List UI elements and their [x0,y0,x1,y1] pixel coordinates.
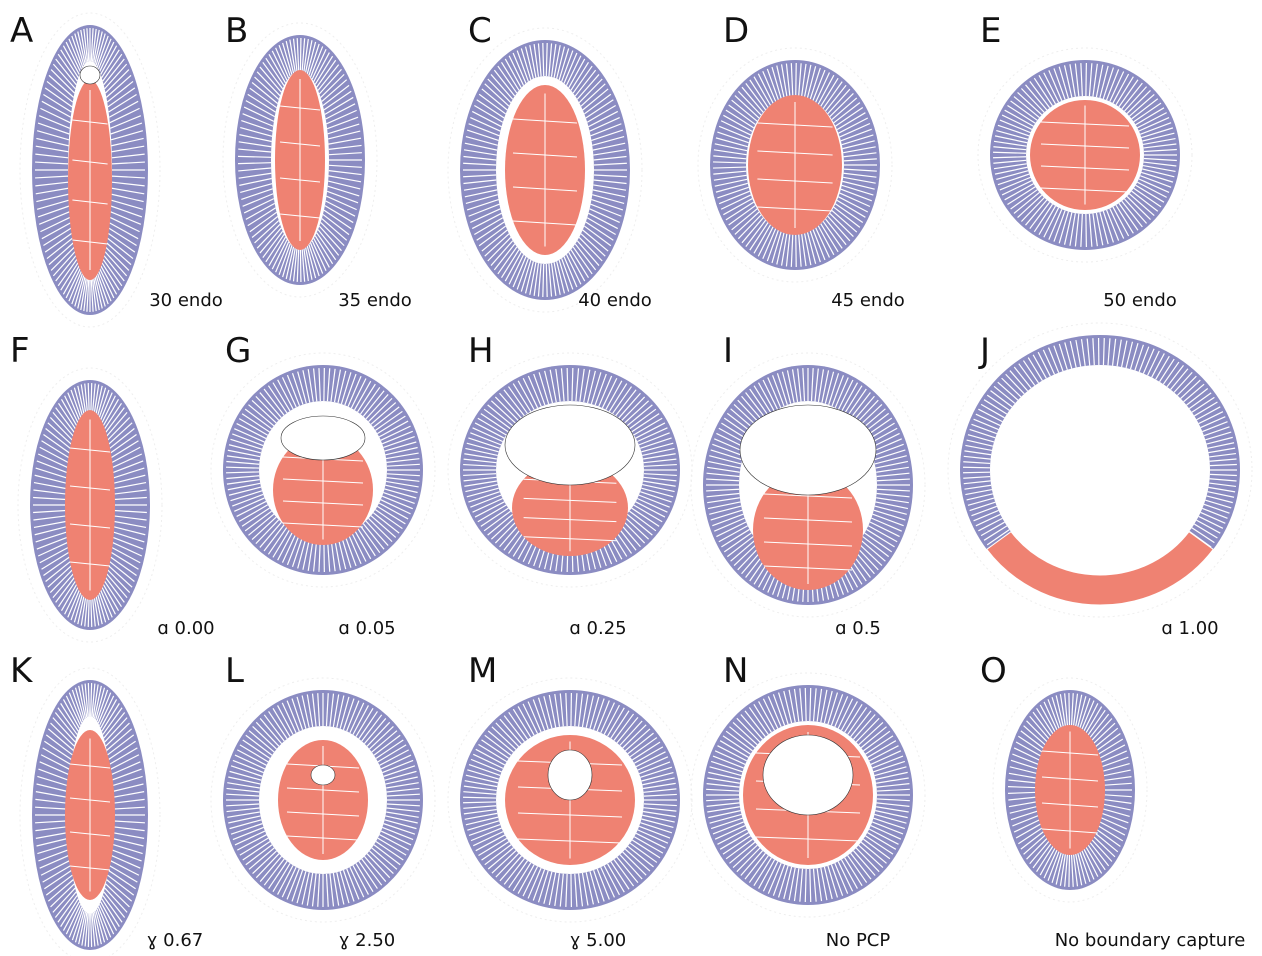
panel-letter: G [225,331,251,371]
panel-letter: M [468,651,497,691]
embryo-panel [993,678,1147,902]
embryo-panel [448,28,642,312]
panel-caption: ɑ 0.05 [338,618,395,639]
embryo-panel [448,353,692,587]
panel-letter: I [723,331,733,371]
embryo-panel [698,48,892,282]
panel-caption: 50 endo [1103,290,1177,311]
cell-boundary [963,467,990,468]
embryo-panel [691,673,925,917]
panel-letter: K [10,651,34,691]
embryo-panel [978,48,1192,262]
panel-letter: N [723,651,748,691]
embryo-panel [211,353,435,587]
panel-caption: 30 endo [149,290,223,311]
panel-letter: C [468,11,492,51]
embryo-panel [691,353,925,617]
panel-caption: ɑ 0.25 [569,618,626,639]
panel-letter: D [723,11,749,51]
page: A 30 endo B 35 endo C 40 endo D 45 endo E 50 endo… [0,0,1262,956]
cell-boundary [1069,854,1070,887]
panel-letter: H [468,331,494,371]
panel-caption: ɣ 5.00 [570,930,627,951]
panel-caption: No boundary capture [1055,930,1246,951]
lumen [281,416,365,460]
lumen-space [990,365,1210,575]
panel-caption: ɣ 0.67 [147,930,204,951]
embryo-panel [223,23,377,297]
panel-caption: ɑ 0.00 [157,618,214,639]
embryo-panel [20,13,160,327]
embryo-panel [948,323,1252,617]
panel-letter: J [978,331,990,371]
cell-boundary [963,472,990,473]
panel-caption: ɣ 2.50 [339,930,396,951]
panel-letter: F [10,331,30,371]
figure: A 30 endo B 35 endo C 40 endo D 45 endo E 50 endo… [0,0,1262,956]
panel-caption: ɑ 0.5 [835,618,881,639]
panel-caption: No PCP [826,930,891,951]
cell-boundary [1103,338,1104,365]
panel-letter: L [225,651,244,691]
lumen [505,405,635,485]
embryo-panel [448,678,692,922]
lumen [80,66,100,84]
cell-boundary [463,797,496,798]
embryo-panel [18,368,162,642]
panel-letter: B [225,11,248,51]
panel-caption: 40 endo [578,290,652,311]
cell-boundary [1069,693,1070,726]
lumen [311,765,335,785]
lumen [763,735,853,815]
embryo-panel [211,678,435,922]
panel-caption: ɑ 1.00 [1161,618,1218,639]
lumen [548,750,592,800]
embryo-panel [20,668,160,956]
panel-letter: A [10,11,33,51]
panel-caption: 35 endo [338,290,412,311]
lumen [740,405,876,495]
panel-caption: 45 endo [831,290,905,311]
cell-boundary [463,802,496,803]
panel-letter: O [980,651,1007,691]
panel-letter: E [980,11,1001,51]
